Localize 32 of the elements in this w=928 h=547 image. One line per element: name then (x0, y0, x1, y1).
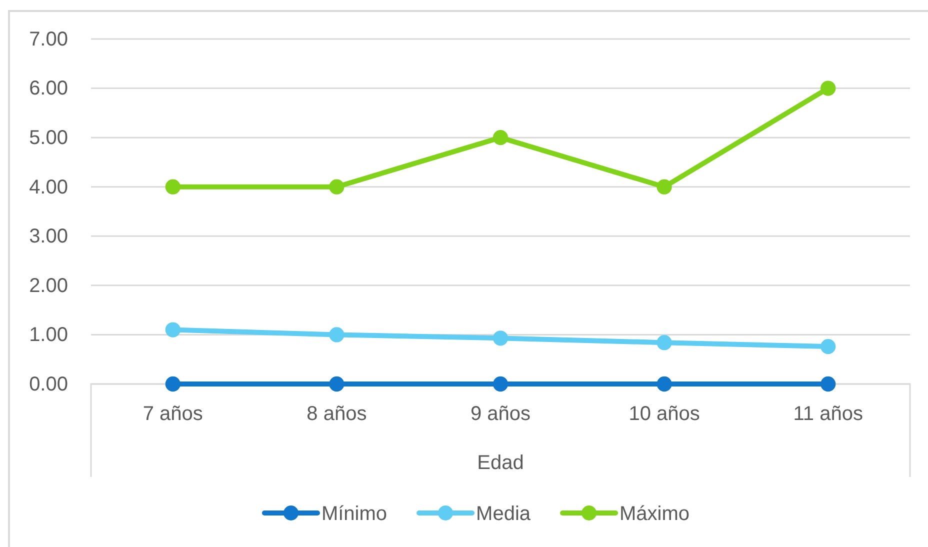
point (656, 335, 672, 350)
x-tick-label: 8 años (306, 403, 367, 426)
point (165, 179, 180, 194)
point (656, 179, 672, 194)
y-tick-label: 0.00 (29, 373, 68, 396)
x-tick-label: 9 años (470, 403, 531, 426)
y-tick-label: 7.00 (29, 28, 68, 50)
x-tick-label: 7 años (142, 403, 203, 426)
y-tick-label: 4.00 (29, 176, 68, 198)
point (329, 376, 344, 392)
x-axis-title: Edad (477, 452, 524, 474)
point (329, 179, 344, 194)
point (165, 376, 180, 392)
legend-label: Máximo (620, 503, 690, 525)
y-tick-label: 3.00 (29, 226, 68, 248)
point (492, 130, 508, 146)
point (656, 376, 672, 392)
y-tick-label: 1.00 (29, 324, 68, 346)
x-tick-label: 11 años (793, 403, 863, 426)
x-tick-label: 10 años (628, 403, 700, 426)
y-tick-label: 6.00 (29, 78, 68, 100)
y-tick-label: 5.00 (29, 126, 68, 149)
point (492, 376, 508, 392)
point (492, 330, 508, 346)
legend-label: Mínimo (321, 503, 388, 525)
point (820, 338, 836, 354)
point (820, 376, 836, 392)
point (165, 322, 180, 338)
legend-label: Media (476, 503, 532, 525)
y-tick-label: 2.00 (29, 274, 68, 297)
point (329, 327, 344, 342)
point (820, 80, 836, 96)
